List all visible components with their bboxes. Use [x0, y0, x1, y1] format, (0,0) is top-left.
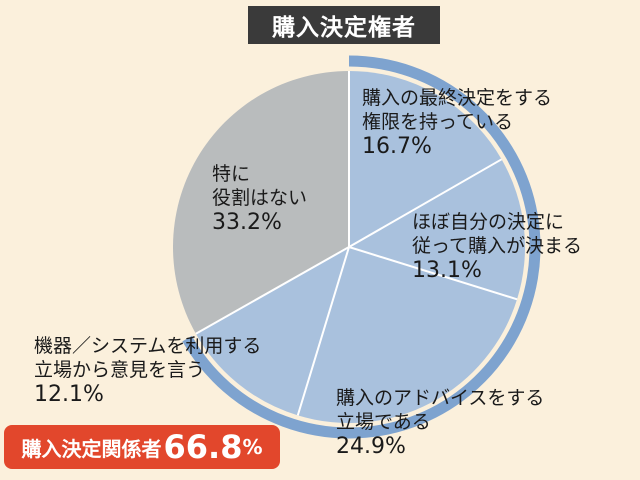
- slice-label-user-opinion-line2: 立場から意見を言う: [34, 359, 206, 381]
- decision-makers-callout: 購入決定関係者 66.8 %: [4, 425, 280, 469]
- slice-label-mostly-own-decision-line1: ほぼ自分の決定に: [412, 211, 565, 233]
- slice-divider: [296, 246, 350, 416]
- decision-makers-ring: [182, 55, 541, 439]
- pie-slice-no-role: [172, 71, 349, 334]
- callout-label: 購入決定関係者: [21, 436, 162, 461]
- slice-label-mostly-own-decision: ほぼ自分の決定に 従って購入が決まる 13.1%: [412, 210, 582, 284]
- slice-label-advisor-line2: 立場である: [336, 411, 431, 433]
- slice-value-mostly-own-decision: 13.1%: [412, 258, 482, 283]
- pie-slice-mostly-own-decision: [349, 159, 525, 300]
- slice-label-advisor: 購入のアドバイスをする 立場である 24.9%: [336, 386, 544, 460]
- slice-value-advisor: 24.9%: [336, 434, 406, 459]
- pie-slice-user-opinion: [195, 247, 349, 416]
- callout-unit: %: [242, 435, 263, 459]
- slice-label-mostly-own-decision-line2: 従って購入が決まる: [412, 235, 583, 257]
- slice-label-final-decision-line2: 権限を持っている: [362, 111, 514, 133]
- callout-value: 66.8: [163, 428, 243, 466]
- slice-label-final-decision: 購入の最終決定をする 権限を持っている 16.7%: [362, 86, 552, 160]
- pie-slice-advisor: [297, 247, 518, 423]
- slice-label-advisor-line1: 購入のアドバイスをする: [336, 387, 545, 409]
- chart-title: 購入決定権者: [248, 6, 440, 44]
- slice-label-final-decision-line1: 購入の最終決定をする: [362, 87, 553, 109]
- slice-label-user-opinion: 機器／システムを利用する 立場から意見を言う 12.1%: [34, 334, 261, 408]
- slice-value-no-role: 33.2%: [212, 210, 282, 235]
- slice-value-user-opinion: 12.1%: [34, 382, 104, 407]
- slice-divider: [348, 158, 503, 248]
- slice-label-no-role-line1: 特に: [212, 163, 251, 185]
- slice-divider: [348, 246, 518, 301]
- pie-slice-final-decision: [349, 71, 502, 247]
- slice-divider: [195, 246, 350, 335]
- slice-label-no-role-line2: 役割はない: [212, 187, 308, 209]
- slice-label-user-opinion-line1: 機器／システムを利用する: [34, 335, 262, 357]
- slice-label-no-role: 特に 役割はない 33.2%: [212, 162, 307, 236]
- slice-value-final-decision: 16.7%: [362, 134, 432, 159]
